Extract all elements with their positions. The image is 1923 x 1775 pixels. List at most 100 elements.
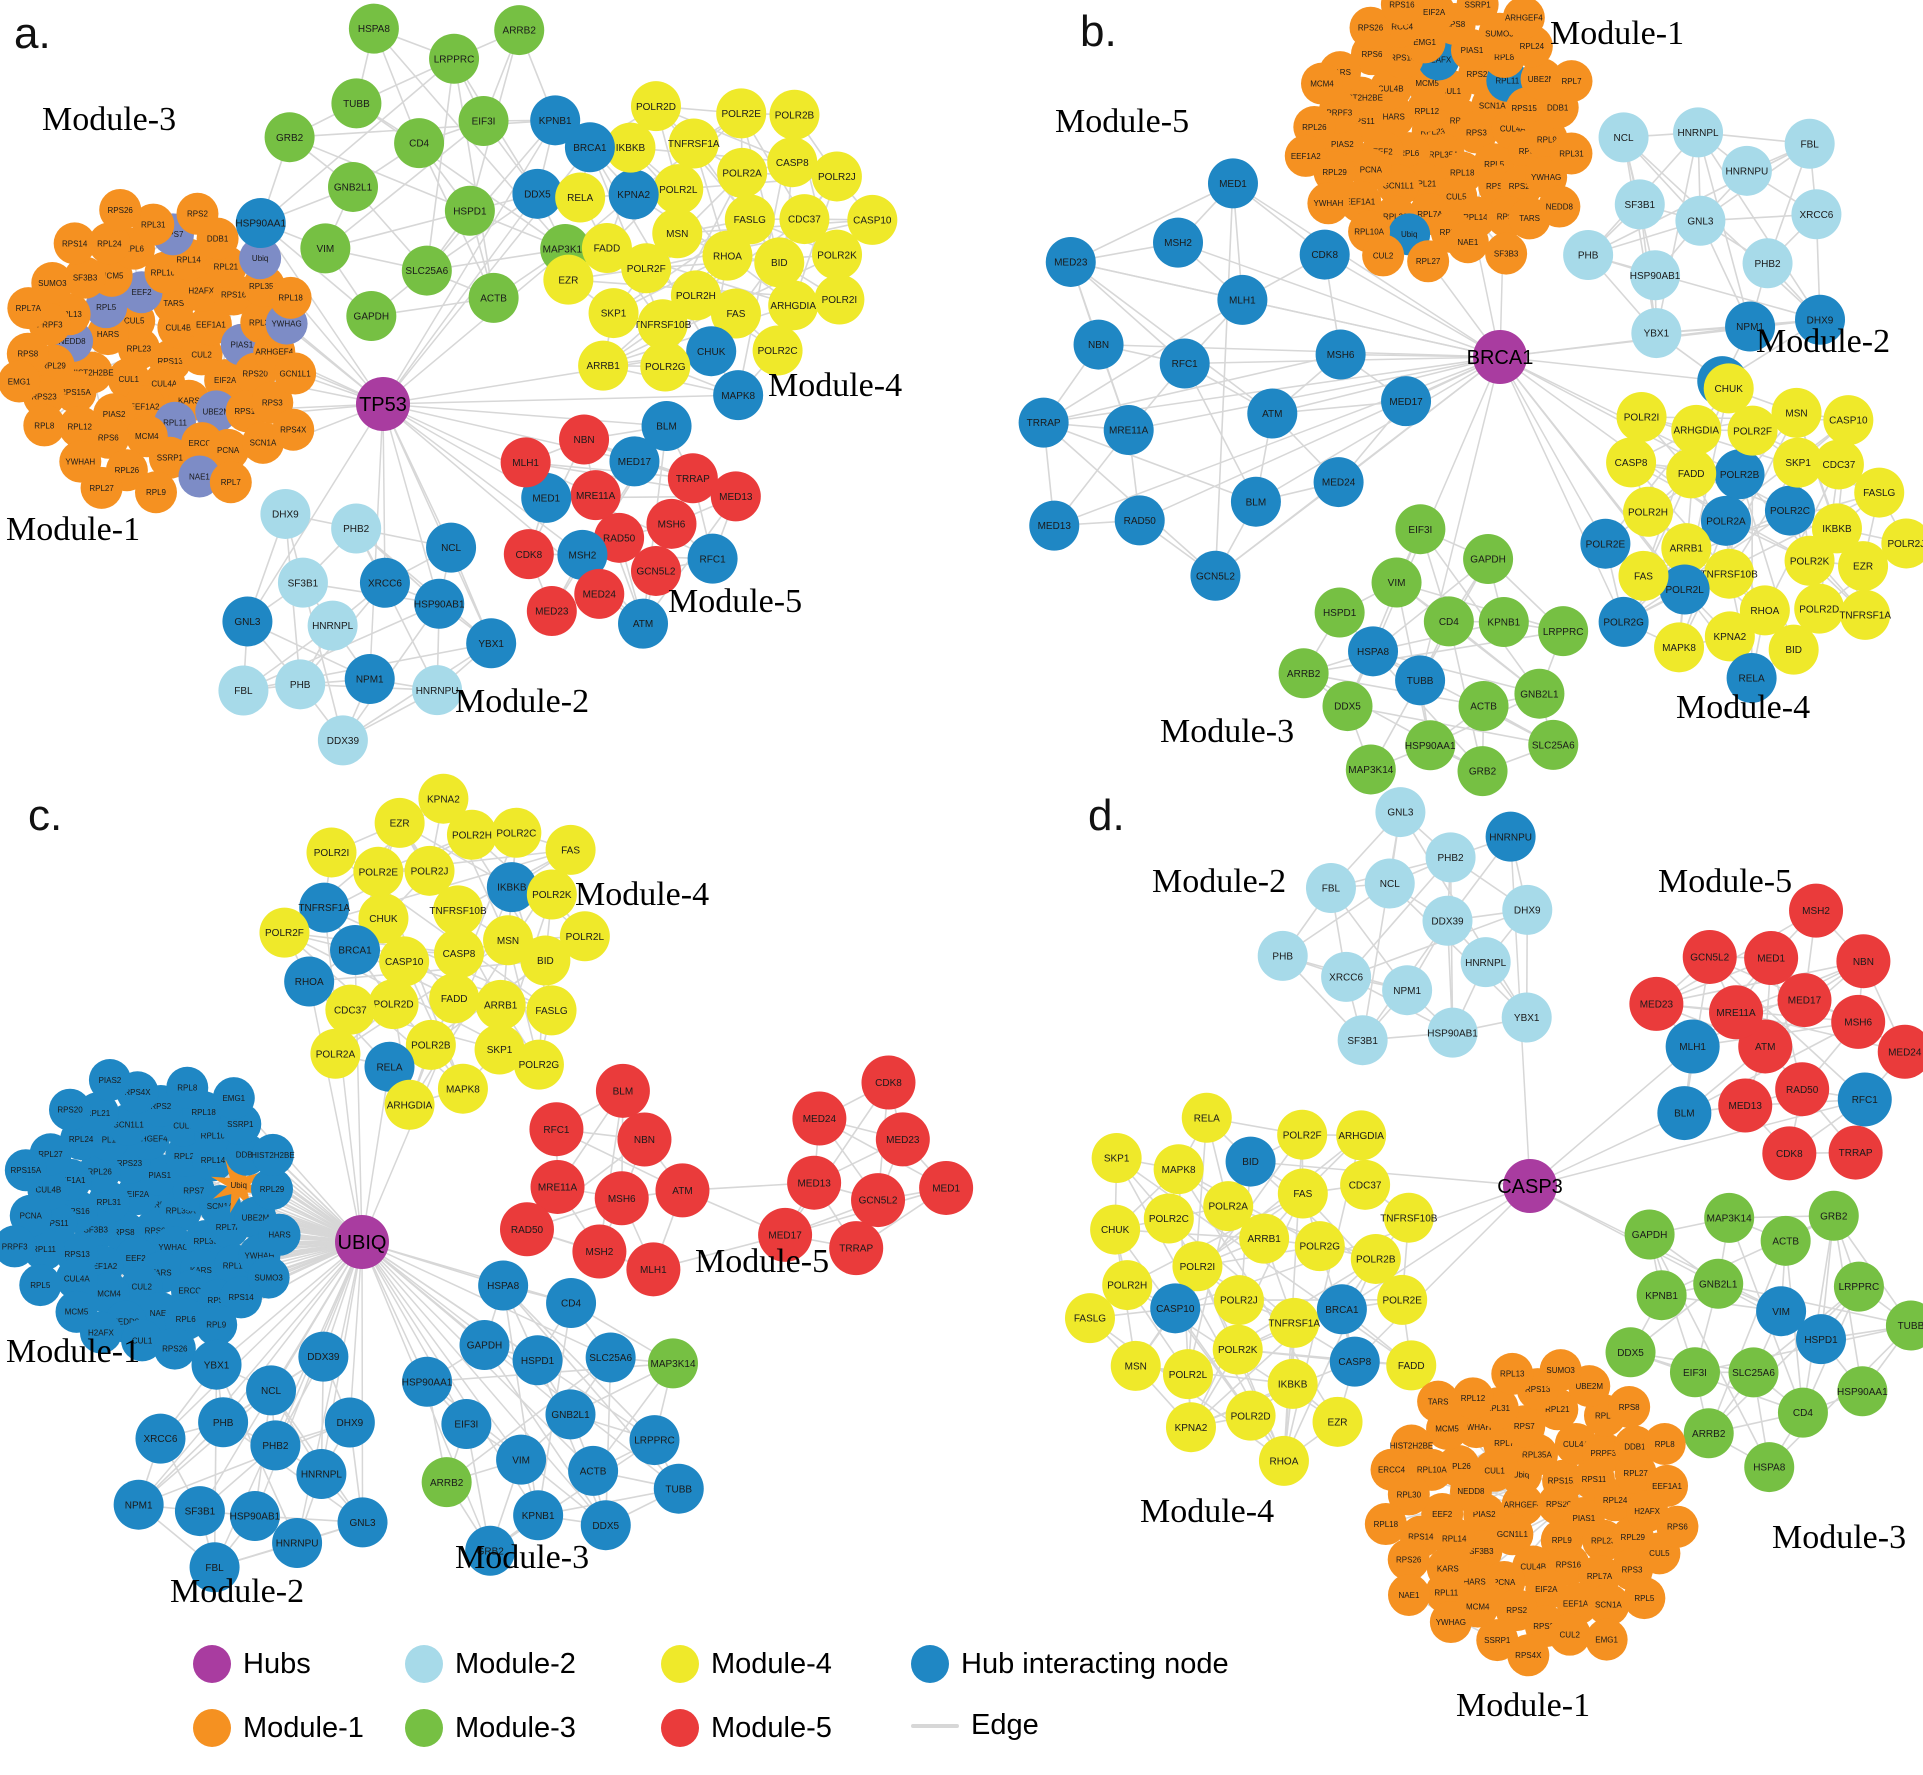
node-VIM[interactable] [300,223,351,274]
node-FADD[interactable] [429,973,480,1024]
node-POLR2D[interactable] [1794,583,1845,634]
node-RPL27[interactable] [80,466,123,509]
node-TNFRSF1A[interactable] [668,118,719,169]
node-ARRB2[interactable] [1278,648,1329,699]
node-POLR2F[interactable] [1277,1109,1328,1160]
node-MED23[interactable] [526,586,577,637]
node-NPM1[interactable] [1382,965,1433,1016]
node-RPS6[interactable] [1656,1505,1699,1548]
node-MSN[interactable] [1771,387,1822,438]
node-NCL[interactable] [1598,112,1649,163]
node-H2AFX[interactable] [79,1311,122,1354]
node-HSPD1[interactable] [1314,587,1365,638]
node-SF3B3[interactable] [1485,232,1528,275]
node-GCN1L1[interactable] [274,352,317,395]
node-MCM4[interactable] [1300,62,1343,105]
node-KPNA2[interactable] [608,169,659,220]
node-POLR2G[interactable] [640,341,691,392]
node-EEF1A1[interactable] [1646,1464,1689,1507]
node-XRCC6[interactable] [135,1413,186,1464]
node-FASLG[interactable] [526,985,577,1036]
node-MSH2[interactable] [557,529,608,580]
node-RPL31[interactable] [1550,132,1593,175]
node-MSH2[interactable] [1153,217,1204,268]
node-SLC25A6[interactable] [585,1332,636,1383]
node-HSP90AB1[interactable] [1630,250,1681,301]
node-HSPD1[interactable] [444,185,495,236]
node-CUL2[interactable] [1548,1613,1591,1656]
node-RPS4X[interactable] [1507,1634,1550,1677]
node-MED1[interactable] [1207,158,1258,209]
node-NCL[interactable] [1364,858,1415,909]
node-RPL8[interactable] [23,404,66,447]
node-MED23[interactable] [1629,976,1684,1031]
node-TUBB[interactable] [653,1463,704,1514]
node-MLH1[interactable] [1217,274,1268,325]
node-MLH1[interactable] [1665,1019,1720,1074]
node-Ubiq[interactable] [211,1157,267,1213]
node-MLH1[interactable] [626,1242,681,1297]
node-BLM[interactable] [1657,1086,1712,1141]
node-RHOA[interactable] [702,230,753,281]
node-DHX9[interactable] [324,1397,375,1448]
hub-BRCA1[interactable] [1473,330,1527,384]
node-VIM[interactable] [496,1434,547,1485]
node-MRE11A[interactable] [570,470,621,521]
node-SF3B1[interactable] [1337,1015,1388,1066]
node-MSH2[interactable] [572,1224,627,1279]
node-CASP10[interactable] [1823,395,1874,446]
node-MED17[interactable] [758,1207,813,1262]
node-HNRNPU[interactable] [1485,811,1536,862]
node-RELA[interactable] [555,172,606,223]
node-RPL7[interactable] [1550,60,1593,103]
node-SF3B3[interactable] [64,256,107,299]
node-MED24[interactable] [1313,457,1364,508]
node-RPL5[interactable] [19,1264,62,1307]
node-HNRNPU[interactable] [412,665,463,716]
hub-UBIQ[interactable] [335,1215,389,1269]
node-SCN1A[interactable] [1587,1583,1630,1626]
node-RPS14[interactable] [53,222,96,265]
node-SKP1[interactable] [474,1024,525,1075]
node-CDC37[interactable] [325,984,376,1035]
node-TNFRSF1A[interactable] [1840,589,1891,640]
node-VIM[interactable] [1371,557,1422,608]
node-POLR2F[interactable] [621,243,672,294]
node-MAPK8[interactable] [437,1063,488,1114]
node-POLR2D[interactable] [368,979,419,1030]
node-ACTB[interactable] [568,1445,619,1496]
node-MED1[interactable] [1744,931,1799,986]
node-CASP10[interactable] [847,194,898,245]
node-KPNB1[interactable] [1636,1270,1687,1321]
node-BID[interactable] [754,237,805,288]
node-MSH6[interactable] [1315,329,1366,380]
node-SUMO3[interactable] [1539,1349,1582,1392]
node-GRB2[interactable] [465,1525,516,1576]
node-RELA[interactable] [364,1041,415,1092]
node-ARRB2[interactable] [494,5,545,56]
node-TRRAP[interactable] [829,1221,884,1276]
node-HSPA8[interactable] [348,3,399,54]
node-RPL7A[interactable] [7,287,50,330]
node-EIF3I[interactable] [1395,504,1446,555]
node-EZR[interactable] [374,797,425,848]
node-PHB[interactable] [1563,229,1614,280]
node-XRCC6[interactable] [359,557,410,608]
node-EIF3I[interactable] [458,95,509,146]
node-GNL3[interactable] [1675,195,1726,246]
node-MED13[interactable] [1029,500,1080,551]
node-EIF2A[interactable] [1413,0,1456,34]
node-POLR2B[interactable] [769,89,820,140]
node-IKBKB[interactable] [605,122,656,173]
node-BRCA1[interactable] [1316,1284,1367,1335]
node-ARHGDIA[interactable] [1336,1110,1387,1161]
node-RPL12[interactable] [58,405,101,448]
node-MED23[interactable] [875,1112,930,1167]
node-DDX5[interactable] [1605,1327,1656,1378]
node-PCNA[interactable] [207,428,250,471]
node-POLR2A[interactable] [717,147,768,198]
node-KPNB1[interactable] [513,1490,564,1541]
node-ARRB1[interactable] [475,979,526,1030]
node-TRRAP[interactable] [1828,1125,1883,1180]
node-XRCC6[interactable] [1791,189,1842,240]
